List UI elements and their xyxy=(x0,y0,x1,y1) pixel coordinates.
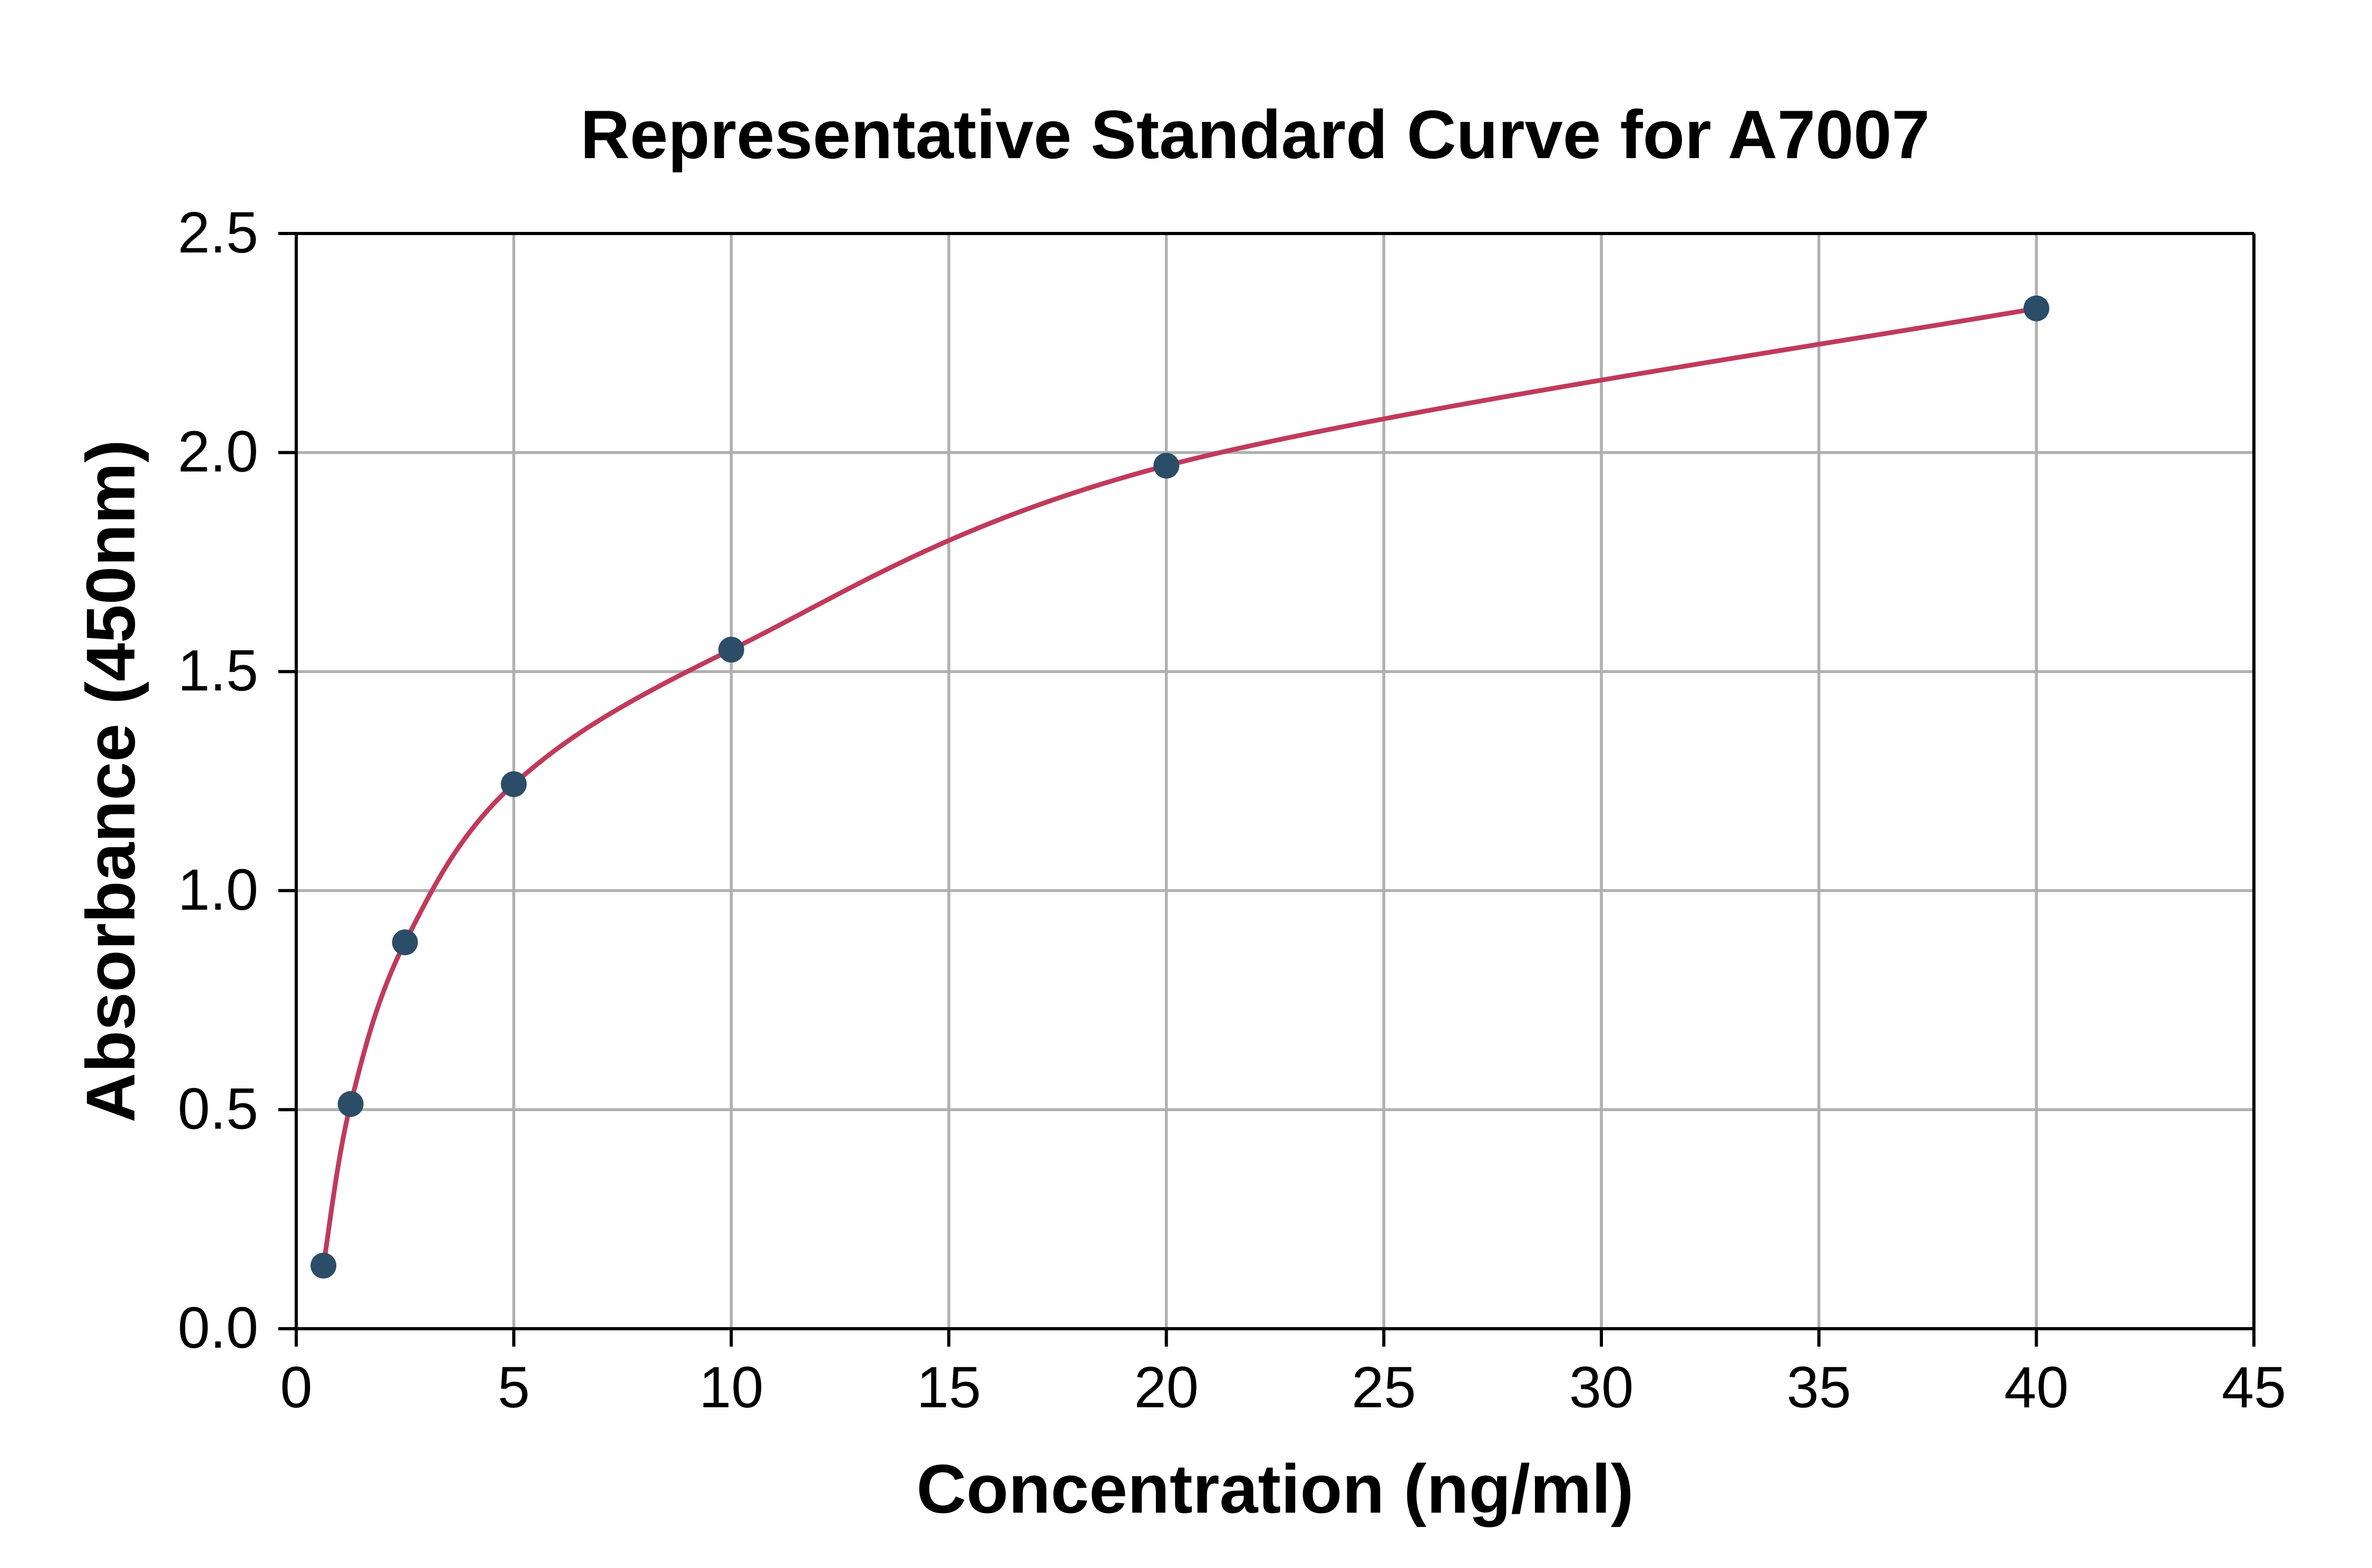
svg-text:45: 45 xyxy=(2222,1355,2286,1420)
svg-text:10: 10 xyxy=(699,1355,763,1420)
svg-text:2.0: 2.0 xyxy=(178,420,258,484)
svg-text:Absorbance (450nm): Absorbance (450nm) xyxy=(72,440,149,1123)
svg-text:35: 35 xyxy=(1787,1355,1851,1420)
svg-text:15: 15 xyxy=(917,1355,981,1420)
svg-text:Representative Standard Curve: Representative Standard Curve for A7007 xyxy=(580,96,1930,173)
svg-text:25: 25 xyxy=(1352,1355,1416,1420)
svg-text:0.5: 0.5 xyxy=(178,1076,258,1141)
svg-text:Concentration (ng/ml): Concentration (ng/ml) xyxy=(917,1450,1634,1527)
svg-text:40: 40 xyxy=(2004,1355,2068,1420)
svg-text:2.5: 2.5 xyxy=(178,200,258,265)
svg-text:5: 5 xyxy=(498,1355,530,1420)
svg-text:0.0: 0.0 xyxy=(178,1296,258,1360)
svg-text:30: 30 xyxy=(1569,1355,1634,1420)
svg-text:20: 20 xyxy=(1134,1355,1199,1420)
svg-text:1.5: 1.5 xyxy=(178,638,258,703)
svg-text:0: 0 xyxy=(280,1355,312,1420)
svg-text:1.0: 1.0 xyxy=(178,858,258,922)
